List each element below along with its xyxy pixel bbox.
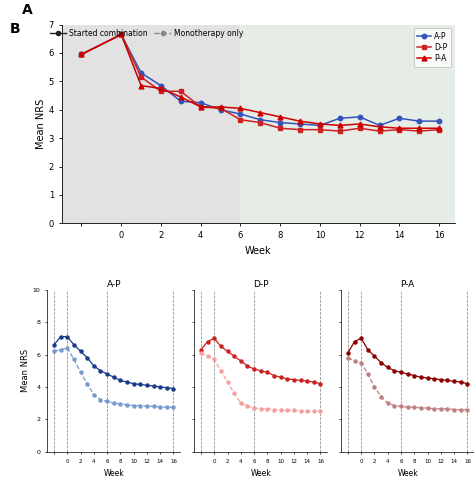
D-P <box>297 127 303 133</box>
D-P <box>158 88 164 94</box>
P-A <box>277 114 283 120</box>
Bar <box>240 25 455 223</box>
D-P <box>138 74 144 80</box>
Legend: A-P, D-P, P-A: A-P, D-P, P-A <box>413 28 451 67</box>
A-P <box>397 115 402 121</box>
D-P <box>337 128 343 134</box>
P-A <box>237 106 243 111</box>
A-P <box>118 31 124 37</box>
Text: A: A <box>22 2 33 17</box>
P-A <box>397 125 402 131</box>
P-A <box>417 125 422 131</box>
X-axis label: Week: Week <box>103 469 124 478</box>
Line: P-A: P-A <box>79 32 442 131</box>
P-A <box>357 121 363 127</box>
A-P <box>138 70 144 76</box>
Y-axis label: Mean NRS: Mean NRS <box>36 99 46 149</box>
D-P <box>317 127 323 133</box>
D-P <box>397 127 402 133</box>
D-P <box>237 117 243 123</box>
D-P <box>198 104 203 110</box>
P-A <box>158 85 164 91</box>
D-P <box>436 127 442 133</box>
Title: P-A: P-A <box>401 280 415 289</box>
D-P <box>357 125 363 131</box>
A-P <box>377 122 383 128</box>
A-P <box>436 118 442 124</box>
X-axis label: Week: Week <box>245 246 272 256</box>
A-P <box>218 107 223 113</box>
P-A <box>178 94 184 100</box>
Legend: Started combination, Monotherapy only: Started combination, Monotherapy only <box>46 26 246 41</box>
D-P <box>218 106 223 111</box>
P-A <box>317 121 323 127</box>
A-P <box>357 114 363 120</box>
D-P <box>257 120 263 126</box>
A-P <box>79 52 84 57</box>
X-axis label: Week: Week <box>397 469 418 478</box>
D-P <box>277 125 283 131</box>
P-A <box>138 82 144 88</box>
P-A <box>337 122 343 128</box>
D-P <box>118 31 124 37</box>
P-A <box>118 31 124 37</box>
A-P <box>257 117 263 123</box>
A-P <box>198 100 203 106</box>
P-A <box>297 118 303 124</box>
P-A <box>218 104 223 110</box>
D-P <box>377 128 383 134</box>
A-P <box>277 120 283 126</box>
Text: B: B <box>9 22 20 36</box>
A-P <box>158 82 164 88</box>
P-A <box>377 124 383 130</box>
D-P <box>178 88 184 94</box>
P-A <box>436 125 442 131</box>
D-P <box>417 128 422 134</box>
A-P <box>297 121 303 127</box>
A-P <box>337 115 343 121</box>
A-P <box>237 111 243 117</box>
P-A <box>198 104 203 110</box>
A-P <box>317 122 323 128</box>
Title: A-P: A-P <box>107 280 121 289</box>
P-A <box>79 52 84 57</box>
Y-axis label: Mean NRS: Mean NRS <box>21 349 30 392</box>
Title: D-P: D-P <box>253 280 268 289</box>
Line: D-P: D-P <box>79 32 441 133</box>
Line: A-P: A-P <box>79 32 441 128</box>
Bar <box>62 25 240 223</box>
A-P <box>417 118 422 124</box>
A-P <box>178 98 184 104</box>
D-P <box>79 52 84 57</box>
X-axis label: Week: Week <box>250 469 271 478</box>
P-A <box>257 109 263 115</box>
